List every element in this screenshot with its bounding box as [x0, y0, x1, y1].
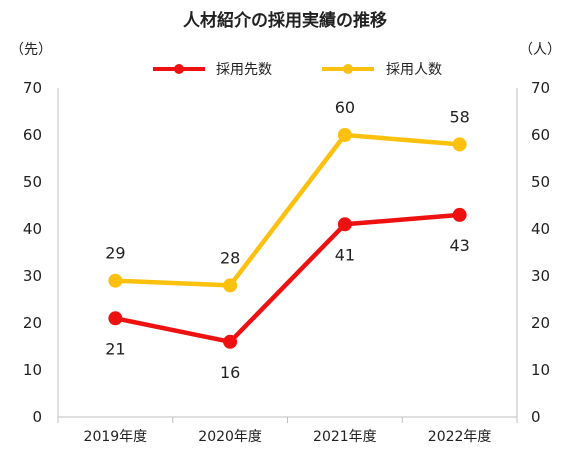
legend-label: 採用先数	[216, 62, 272, 78]
left-y-tick-label: 10	[23, 361, 42, 379]
data-label: 58	[449, 107, 469, 126]
right-y-tick-label: 60	[531, 126, 550, 144]
legend-label: 採用人数	[386, 62, 442, 78]
right-y-tick-label: 30	[531, 267, 550, 285]
left-y-tick-label: 30	[23, 267, 42, 285]
right-y-tick-label: 50	[531, 173, 550, 191]
data-point	[452, 207, 467, 222]
data-point	[108, 273, 123, 288]
right-axis-unit: （人）	[519, 42, 561, 58]
left-y-tick-label: 70	[23, 79, 42, 97]
data-point	[337, 217, 352, 232]
data-label: 60	[335, 98, 355, 117]
data-label: 41	[335, 245, 355, 264]
chart-title: 人材紹介の採用実績の推移	[183, 11, 387, 31]
data-label: 16	[220, 363, 240, 382]
series-line	[113, 132, 462, 288]
left-y-tick-label: 40	[23, 220, 42, 238]
data-label: 28	[220, 248, 240, 267]
data-point	[452, 137, 467, 152]
data-label: 21	[105, 339, 125, 358]
left-y-tick-label: 0	[32, 408, 42, 426]
series-1: 21 16 41 43	[105, 207, 470, 382]
right-y-tick-label: 10	[531, 361, 550, 379]
right-y-tick-label: 70	[531, 79, 550, 97]
legend-swatch-marker	[174, 64, 184, 74]
right-y-tick-label: 40	[531, 220, 550, 238]
data-label: 43	[449, 236, 469, 255]
left-y-tick-label: 50	[23, 173, 42, 191]
x-tick-label: 2021年度	[313, 429, 377, 445]
series-2: 29 28 60 58	[105, 98, 470, 293]
data-point	[108, 311, 123, 326]
data-point	[223, 334, 238, 349]
data-point	[223, 278, 238, 293]
x-tick-label: 2022年度	[428, 429, 492, 445]
x-tick-label: 2020年度	[198, 429, 262, 445]
left-axis-unit: （先）	[10, 42, 52, 58]
left-y-tick-label: 20	[23, 314, 42, 332]
chart-axes: 0 0 10 10 20 20 30 30 40 40 50 50 60 60 70 70 （先） （人） 2019…	[10, 42, 561, 445]
left-y-tick-label: 60	[23, 126, 42, 144]
data-point	[337, 128, 352, 142]
legend-swatch-marker	[343, 64, 353, 74]
data-label: 29	[105, 244, 125, 263]
chart-legend: 採用先数 採用人数	[153, 62, 442, 78]
right-y-tick-label: 0	[531, 408, 541, 426]
x-tick-label: 2019年度	[84, 429, 148, 445]
right-y-tick-label: 20	[531, 314, 550, 332]
series-line	[113, 212, 462, 345]
chart-series: 29 28 60 58 21 16 41 43	[105, 98, 470, 382]
